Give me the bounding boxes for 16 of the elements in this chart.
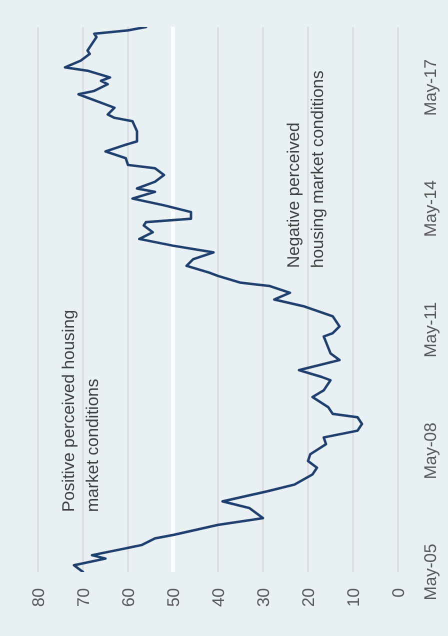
annotation: Negative perceived housing market conditions (283, 70, 328, 268)
y-tick-label: May-14 (420, 180, 440, 238)
x-tick-label: 10 (344, 588, 363, 607)
x-tick-label: 20 (298, 588, 318, 607)
x-tick-label: 30 (254, 588, 273, 607)
x-tick-label: 0 (388, 588, 408, 598)
y-tick-label: May-11 (420, 302, 440, 358)
y-tick-label: May-17 (420, 59, 440, 116)
y-tick-label: May-05 (420, 544, 440, 600)
x-tick-label: 80 (28, 588, 48, 607)
y-tick-label: May-08 (420, 422, 440, 480)
x-tick-label: 50 (164, 588, 183, 607)
annotation: Positive perceived housing market conditions (58, 310, 103, 512)
x-tick-label: 70 (74, 588, 93, 607)
x-tick-label: 60 (118, 588, 138, 607)
x-tick-label: 40 (208, 588, 228, 607)
